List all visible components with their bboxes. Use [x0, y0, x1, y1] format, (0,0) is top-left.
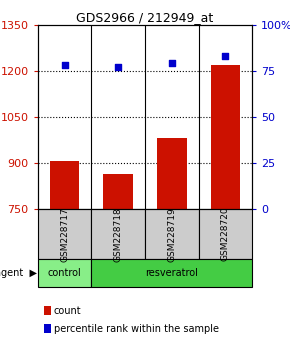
Bar [104, 175, 133, 209]
Title: GDS2966 / 212949_at: GDS2966 / 212949_at [76, 11, 214, 24]
Point [62, 62, 67, 68]
Text: count: count [54, 306, 81, 316]
Bar [50, 161, 79, 209]
Point [116, 64, 121, 70]
Bar [211, 65, 240, 209]
Bar [91, 259, 252, 287]
Bar [91, 209, 145, 259]
Text: GSM228720: GSM228720 [221, 207, 230, 262]
Bar [199, 209, 252, 259]
Text: GSM228718: GSM228718 [114, 207, 123, 262]
Text: percentile rank within the sample: percentile rank within the sample [54, 324, 219, 333]
Bar [38, 209, 91, 259]
Text: control: control [48, 268, 81, 278]
Text: GSM228717: GSM228717 [60, 207, 69, 262]
Text: resveratrol: resveratrol [145, 268, 198, 278]
Bar [38, 259, 91, 287]
Text: agent  ▶: agent ▶ [0, 268, 37, 278]
Bar [145, 209, 199, 259]
Bar [157, 138, 186, 209]
Point [169, 61, 174, 66]
Text: GSM228719: GSM228719 [167, 207, 176, 262]
Point [223, 53, 228, 59]
